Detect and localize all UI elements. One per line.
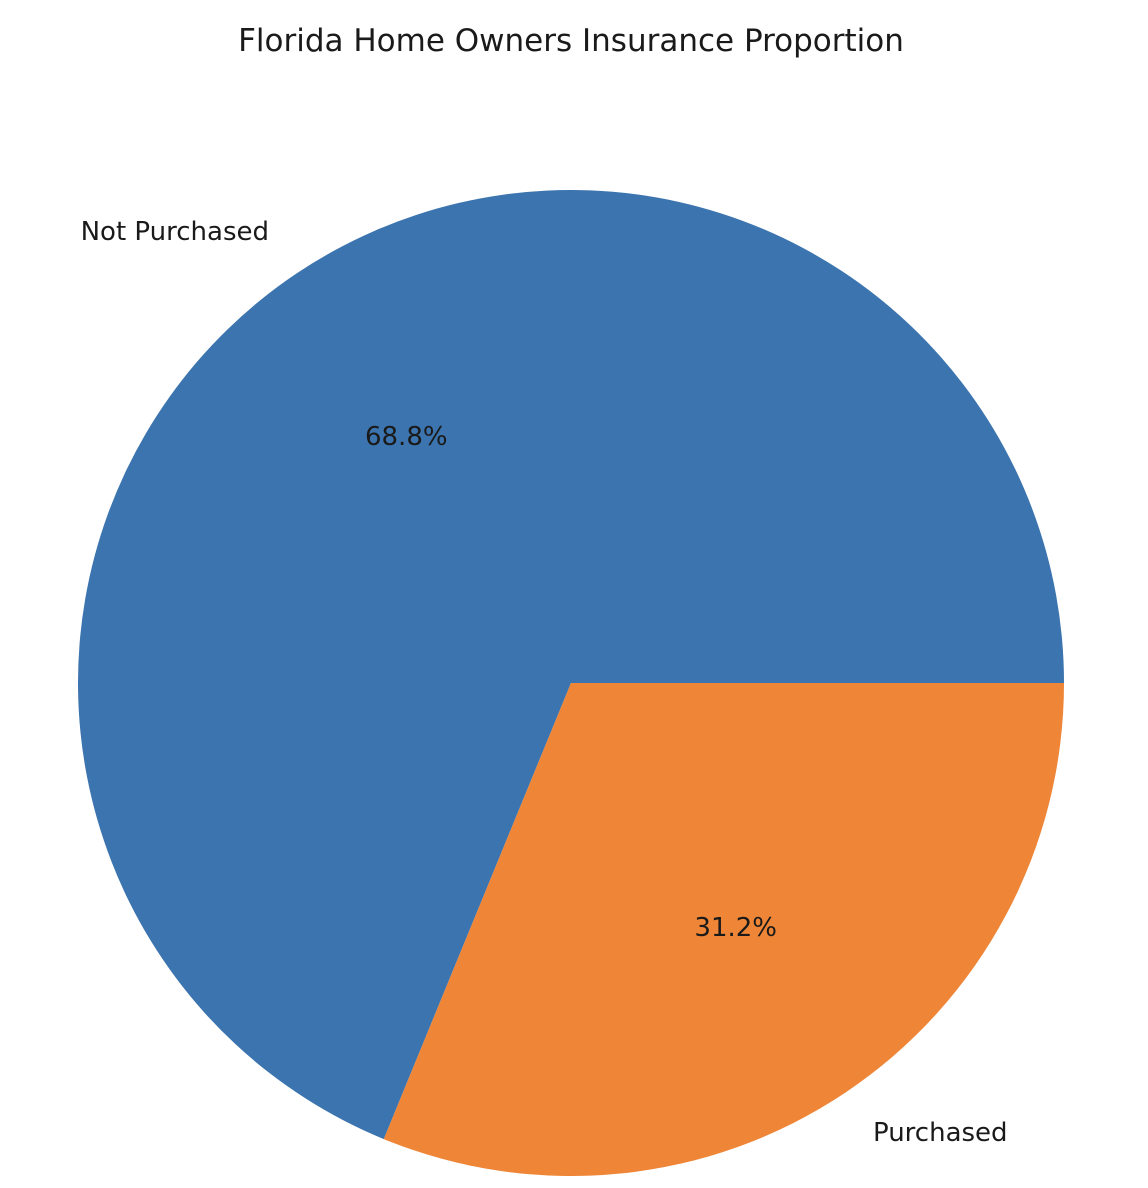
pie-slice-not-purchased <box>78 189 1064 1140</box>
slice-percent-purchased: 31.2% <box>694 913 777 943</box>
pie-slice-purchased <box>383 683 1064 1176</box>
slice-percent-not-purchased: 68.8% <box>365 422 448 452</box>
slice-label-not-purchased: Not Purchased <box>81 217 269 247</box>
pie-labels: Not Purchased 68.8% Purchased 31.2% <box>81 217 1008 1148</box>
chart-title: Florida Home Owners Insurance Proportion <box>238 23 904 59</box>
pie-slices <box>78 189 1064 1176</box>
slice-label-purchased: Purchased <box>873 1118 1008 1148</box>
